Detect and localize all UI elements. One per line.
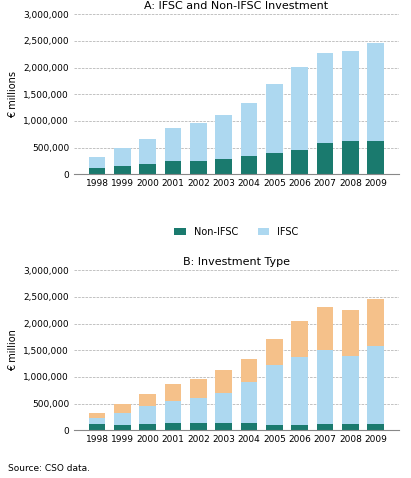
- Bar: [367, 43, 384, 141]
- Bar: [165, 128, 181, 161]
- Bar: [241, 424, 257, 430]
- Bar: [89, 413, 105, 418]
- Bar: [266, 153, 283, 174]
- Bar: [266, 84, 283, 153]
- Bar: [367, 347, 384, 424]
- Bar: [139, 424, 156, 430]
- Title: A: IFSC and Non-IFSC Investment: A: IFSC and Non-IFSC Investment: [144, 1, 328, 11]
- Bar: [317, 350, 333, 424]
- Bar: [114, 403, 131, 413]
- Text: Source: CSO data.: Source: CSO data.: [8, 464, 90, 473]
- Bar: [241, 103, 257, 156]
- Bar: [241, 359, 257, 382]
- Bar: [342, 141, 358, 174]
- Bar: [114, 425, 131, 430]
- Bar: [139, 139, 156, 163]
- Bar: [190, 161, 207, 174]
- Bar: [190, 424, 207, 430]
- Bar: [342, 356, 358, 424]
- Bar: [342, 424, 358, 430]
- Bar: [241, 382, 257, 424]
- Bar: [139, 394, 156, 406]
- Bar: [266, 339, 283, 365]
- Bar: [317, 306, 333, 350]
- Bar: [165, 424, 181, 430]
- Bar: [215, 393, 232, 424]
- Bar: [367, 141, 384, 174]
- Bar: [266, 425, 283, 430]
- Bar: [291, 425, 308, 430]
- Bar: [291, 357, 308, 425]
- Bar: [165, 384, 181, 401]
- Bar: [241, 156, 257, 174]
- Bar: [190, 123, 207, 161]
- Bar: [317, 424, 333, 430]
- Bar: [215, 424, 232, 430]
- Bar: [367, 424, 384, 430]
- Bar: [367, 298, 384, 347]
- Y-axis label: € million: € million: [8, 329, 18, 371]
- Bar: [266, 365, 283, 425]
- Bar: [215, 115, 232, 159]
- Bar: [342, 51, 358, 141]
- Bar: [89, 418, 105, 424]
- Bar: [291, 321, 308, 357]
- Bar: [215, 370, 232, 393]
- Bar: [139, 406, 156, 424]
- Bar: [114, 166, 131, 174]
- Bar: [342, 310, 358, 356]
- Bar: [291, 66, 308, 150]
- Bar: [89, 168, 105, 174]
- Bar: [89, 424, 105, 430]
- Bar: [317, 53, 333, 143]
- Bar: [317, 143, 333, 174]
- Bar: [89, 157, 105, 168]
- Bar: [190, 379, 207, 398]
- Y-axis label: € millions: € millions: [8, 71, 18, 118]
- Bar: [139, 163, 156, 174]
- Legend: Non-IFSC, IFSC: Non-IFSC, IFSC: [171, 224, 301, 240]
- Bar: [190, 398, 207, 424]
- Bar: [291, 150, 308, 174]
- Bar: [114, 148, 131, 166]
- Bar: [215, 159, 232, 174]
- Bar: [165, 161, 181, 174]
- Title: B: Investment Type: B: Investment Type: [183, 257, 290, 267]
- Bar: [165, 401, 181, 424]
- Bar: [114, 413, 131, 425]
